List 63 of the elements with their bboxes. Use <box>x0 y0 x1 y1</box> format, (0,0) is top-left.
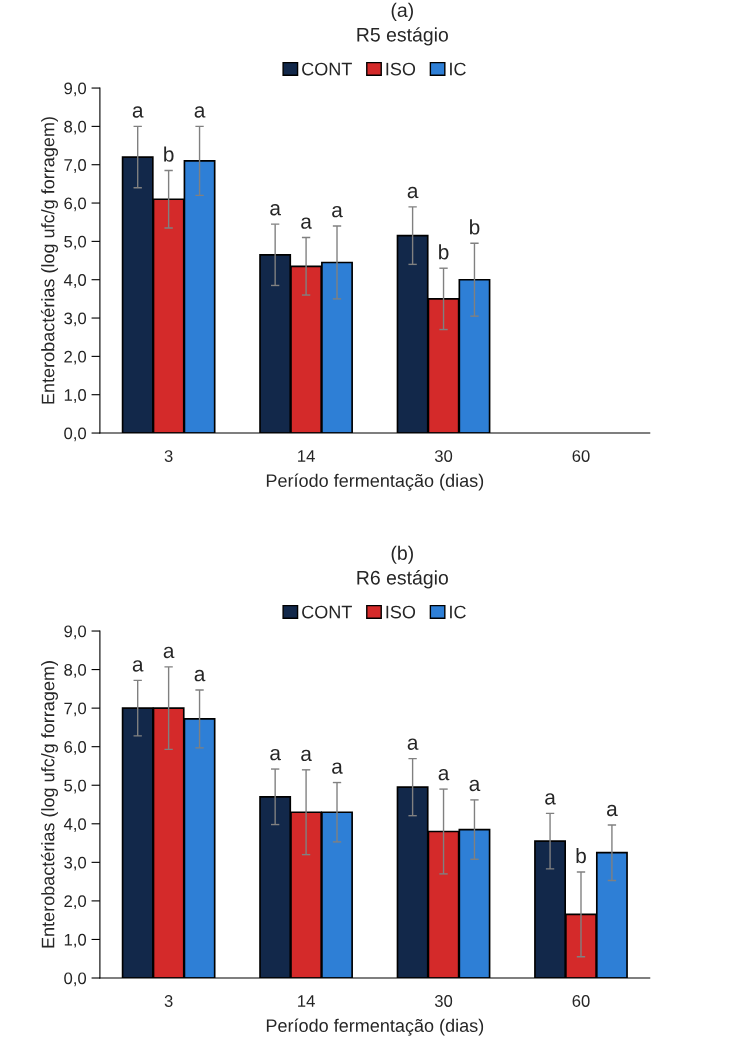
x-axis-title: Período fermentação (dias) <box>266 1018 484 1036</box>
legend-label: IC <box>450 605 466 619</box>
y-tick-label: 3,0 <box>64 312 87 327</box>
data-label: a <box>469 779 481 792</box>
y-tick-label: 0,0 <box>64 972 87 987</box>
x-tick-label: 14 <box>298 995 315 1007</box>
chart-title: (b) <box>391 545 413 564</box>
y-tick-label: 9,0 <box>64 82 87 97</box>
data-label: a <box>407 186 419 199</box>
data-label: a <box>607 804 618 817</box>
chart-subtitle: R5 estágio <box>357 27 448 46</box>
y-axis-title: Enterobactérias (log ufc/g forragem) <box>40 117 58 404</box>
data-label: a <box>438 768 450 781</box>
data-label: a <box>132 106 144 118</box>
data-label: a <box>332 762 343 774</box>
data-label: a <box>407 738 419 750</box>
data-label: a <box>194 106 206 118</box>
data-label: a <box>194 669 206 682</box>
y-tick-label: 5,0 <box>64 235 87 250</box>
y-tick-label: 7,0 <box>64 159 87 173</box>
y-tick-label: 6,0 <box>64 197 87 212</box>
x-tick-label: 30 <box>434 995 453 1007</box>
y-axis-title: Enterobactérias (log ufc/g forragem) <box>40 661 58 948</box>
data-label: b <box>470 219 480 235</box>
y-tick-label: 2,0 <box>64 350 87 365</box>
y-tick-label: 1,0 <box>64 389 87 403</box>
data-label: a <box>132 660 144 672</box>
data-label: a <box>332 205 343 218</box>
y-tick-label: 8,0 <box>64 663 87 678</box>
y-tick-label: 4,0 <box>63 818 87 832</box>
legend-label: ISO <box>386 62 416 76</box>
y-tick-label: 0,0 <box>64 427 87 442</box>
x-tick-label: 60 <box>572 995 590 1007</box>
y-tick-label: 5,0 <box>64 779 87 794</box>
legend-label: CONT <box>302 62 352 76</box>
x-tick-label: 60 <box>572 450 590 462</box>
data-label: a <box>301 749 312 762</box>
y-tick-label: 4,0 <box>63 274 87 288</box>
data-label: b <box>576 847 586 864</box>
y-tick-label: 1,0 <box>64 933 87 948</box>
legend-label: IC <box>450 62 466 76</box>
x-tick-label: 30 <box>434 450 453 462</box>
x-tick-label: 14 <box>298 450 315 462</box>
chart-title: (a) <box>391 2 413 21</box>
chart-subtitle: R6 estágio <box>357 570 448 589</box>
y-tick-label: 7,0 <box>64 702 87 717</box>
legend-label: CONT <box>302 605 352 619</box>
data-label: a <box>163 646 175 659</box>
data-label: a <box>270 204 281 216</box>
data-label: a <box>545 793 556 805</box>
y-tick-label: 2,0 <box>64 895 87 910</box>
data-label: a <box>270 748 281 761</box>
y-tick-label: 6,0 <box>64 741 87 755</box>
x-axis-title: Período fermentação (dias) <box>266 473 484 491</box>
data-label: b <box>439 244 449 260</box>
y-tick-label: 8,0 <box>64 120 87 135</box>
data-label: a <box>301 217 312 229</box>
x-tick-label: 3 <box>164 450 173 462</box>
data-label: b <box>164 146 174 162</box>
legend-label: ISO <box>386 605 416 619</box>
x-tick-label: 3 <box>164 995 173 1007</box>
y-tick-label: 9,0 <box>64 625 87 640</box>
y-tick-label: 3,0 <box>64 856 87 871</box>
